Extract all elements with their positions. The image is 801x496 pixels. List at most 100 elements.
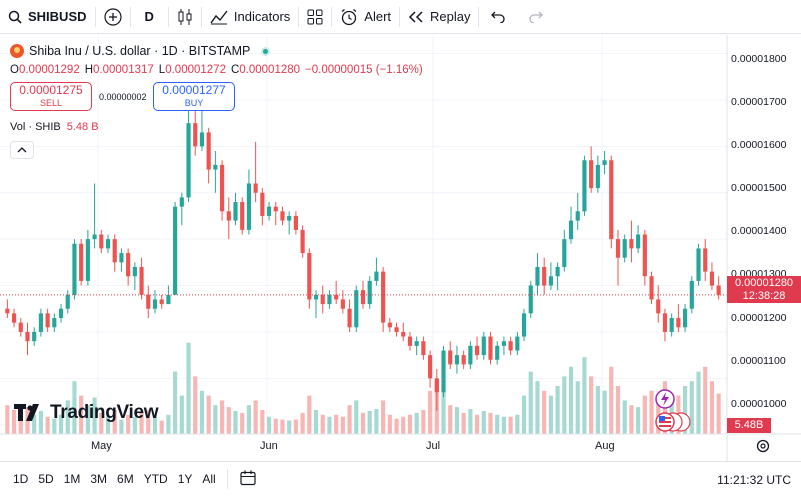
candle-body[interactable] <box>32 331 37 342</box>
candle-body[interactable] <box>535 266 540 286</box>
candle-body[interactable] <box>213 164 218 170</box>
candle-body[interactable] <box>542 266 547 286</box>
candle-body[interactable] <box>421 341 426 356</box>
collapse-legend-button[interactable] <box>10 141 34 159</box>
chart-type-button[interactable] <box>169 0 201 34</box>
candle-body[interactable] <box>179 197 184 207</box>
candle-body[interactable] <box>79 243 84 281</box>
candle-body[interactable] <box>18 322 23 332</box>
candle-body[interactable] <box>327 294 332 305</box>
candle-body[interactable] <box>266 206 272 216</box>
candle-body[interactable] <box>126 253 131 277</box>
candle-body[interactable] <box>132 266 137 277</box>
candle-body[interactable] <box>240 202 245 230</box>
undo-button[interactable] <box>479 0 517 34</box>
volume-legend[interactable]: Vol · SHIB 5.48 B <box>10 121 99 133</box>
range-1d-button[interactable]: 1D <box>13 472 29 486</box>
candle-body[interactable] <box>649 276 654 300</box>
candle-body[interactable] <box>461 355 466 365</box>
candle-body[interactable] <box>381 271 386 323</box>
candle-body[interactable] <box>716 285 721 295</box>
candle-body[interactable] <box>72 243 77 295</box>
candle-body[interactable] <box>52 318 57 328</box>
candle-body[interactable] <box>119 253 124 263</box>
candle-body[interactable] <box>334 294 339 300</box>
candle-body[interactable] <box>528 285 533 314</box>
layouts-button[interactable] <box>299 0 331 34</box>
candle-body[interactable] <box>38 313 43 332</box>
candle-body[interactable] <box>112 239 117 263</box>
candle-body[interactable] <box>656 299 661 314</box>
candle-body[interactable] <box>495 345 500 360</box>
candle-body[interactable] <box>434 378 439 393</box>
candle-body[interactable] <box>595 164 600 189</box>
candle-body[interactable] <box>582 160 587 212</box>
candle-body[interactable] <box>636 234 641 249</box>
candle-body[interactable] <box>689 280 694 309</box>
lightning-event-icon[interactable] <box>655 389 675 409</box>
candle-body[interactable] <box>11 313 17 323</box>
candle-body[interactable] <box>367 280 372 305</box>
candle-body[interactable] <box>441 350 446 393</box>
candle-body[interactable] <box>407 336 413 346</box>
candle-body[interactable] <box>166 294 171 305</box>
candle-body[interactable] <box>193 123 198 147</box>
candle-body[interactable] <box>5 308 10 314</box>
candle-body[interactable] <box>105 239 111 249</box>
tradingview-logo[interactable]: TradingView <box>14 402 159 424</box>
candle-body[interactable] <box>575 211 580 221</box>
candle-body[interactable] <box>428 355 433 379</box>
range-5d-button[interactable]: 5D <box>38 472 54 486</box>
candle-body[interactable] <box>676 318 681 328</box>
candle-body[interactable] <box>401 331 406 337</box>
candle-body[interactable] <box>488 336 493 360</box>
indicators-button[interactable]: Indicators <box>202 0 298 34</box>
candle-body[interactable] <box>206 132 211 170</box>
candle-body[interactable] <box>139 266 144 295</box>
candle-body[interactable] <box>394 327 399 332</box>
candle-body[interactable] <box>25 331 30 342</box>
candle-body[interactable] <box>273 206 278 212</box>
candle-body[interactable] <box>602 160 607 165</box>
candle-body[interactable] <box>260 192 265 216</box>
candle-body[interactable] <box>347 308 352 328</box>
range-ytd-button[interactable]: YTD <box>143 472 168 486</box>
candle-body[interactable] <box>253 183 258 193</box>
candle-body[interactable] <box>669 318 674 332</box>
compare-symbol-button[interactable] <box>96 0 130 34</box>
candle-body[interactable] <box>548 276 553 286</box>
candle-body[interactable] <box>159 299 164 305</box>
candle-body[interactable] <box>99 234 104 249</box>
candle-body[interactable] <box>307 253 312 300</box>
candle-body[interactable] <box>629 239 634 249</box>
candle-body[interactable] <box>293 215 298 230</box>
go-to-date-button[interactable] <box>234 469 262 490</box>
utc-clock[interactable]: 11:21:32 UTC <box>717 473 791 487</box>
candle-body[interactable] <box>474 345 480 356</box>
candle-body[interactable] <box>199 132 205 147</box>
candle-body[interactable] <box>146 294 151 309</box>
candle-body[interactable] <box>300 229 305 254</box>
candle-body[interactable] <box>622 239 627 258</box>
buy-button[interactable]: 0.00001277 BUY <box>153 82 235 111</box>
candle-body[interactable] <box>220 164 225 212</box>
candle-body[interactable] <box>662 313 668 332</box>
candle-body[interactable] <box>589 160 594 189</box>
range-1m-button[interactable]: 1M <box>63 472 81 486</box>
candle-body[interactable] <box>340 299 345 309</box>
candle-body[interactable] <box>615 239 621 258</box>
candle-body[interactable] <box>609 160 614 240</box>
price-chart[interactable] <box>0 35 801 461</box>
candle-body[interactable] <box>521 313 527 337</box>
us-flag-event-icon[interactable] <box>655 412 691 432</box>
candle-body[interactable] <box>508 341 513 351</box>
candle-body[interactable] <box>287 215 292 221</box>
candle-body[interactable] <box>320 294 325 305</box>
candle-body[interactable] <box>173 206 178 295</box>
candle-body[interactable] <box>360 290 366 305</box>
candle-body[interactable] <box>92 234 97 240</box>
symbol-search-button[interactable]: SHIBUSD <box>0 0 95 34</box>
candle-body[interactable] <box>683 308 688 328</box>
economic-events[interactable] <box>654 388 696 434</box>
candle-body[interactable] <box>468 345 473 365</box>
